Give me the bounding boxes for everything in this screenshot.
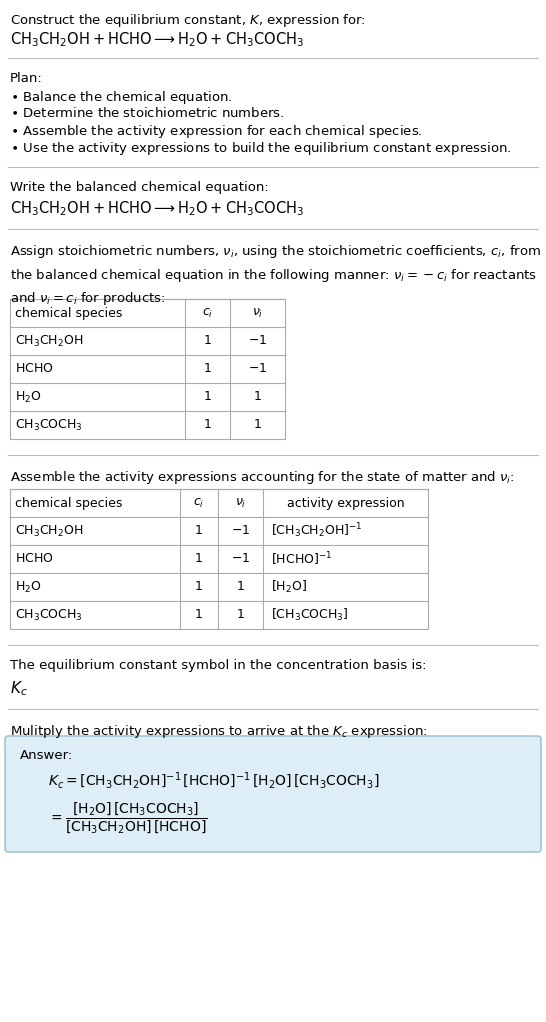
Text: $\mathrm{H_2O}$: $\mathrm{H_2O}$: [15, 579, 41, 595]
Text: $-1$: $-1$: [231, 553, 250, 565]
Text: $c_i$: $c_i$: [202, 307, 213, 320]
Text: $c_i$: $c_i$: [193, 497, 205, 510]
Text: $\nu_i$: $\nu_i$: [252, 307, 263, 320]
Text: $-1$: $-1$: [248, 334, 267, 347]
Text: $[\mathrm{HCHO}]^{-1}$: $[\mathrm{HCHO}]^{-1}$: [271, 550, 333, 568]
Text: activity expression: activity expression: [287, 497, 404, 510]
Text: $\mathrm{HCHO}$: $\mathrm{HCHO}$: [15, 553, 54, 565]
Text: Answer:: Answer:: [20, 749, 73, 762]
Text: $\bullet$ Use the activity expressions to build the equilibrium constant express: $\bullet$ Use the activity expressions t…: [10, 140, 512, 157]
Text: Assign stoichiometric numbers, $\nu_i$, using the stoichiometric coefficients, $: Assign stoichiometric numbers, $\nu_i$, …: [10, 243, 541, 308]
Text: Mulitply the activity expressions to arrive at the $K_c$ expression:: Mulitply the activity expressions to arr…: [10, 723, 428, 740]
Text: $\mathrm{HCHO}$: $\mathrm{HCHO}$: [15, 363, 54, 375]
Text: $= \dfrac{[\mathrm{H_2O}]\,[\mathrm{CH_3COCH_3}]}{[\mathrm{CH_3CH_2OH}]\,[\mathr: $= \dfrac{[\mathrm{H_2O}]\,[\mathrm{CH_3…: [48, 801, 207, 836]
Text: 1: 1: [236, 608, 245, 621]
Text: $[\mathrm{CH_3CH_2OH}]^{-1}$: $[\mathrm{CH_3CH_2OH}]^{-1}$: [271, 521, 363, 541]
Text: 1: 1: [195, 553, 203, 565]
Bar: [10, 299, 285, 439]
Text: 1: 1: [204, 334, 211, 347]
FancyBboxPatch shape: [5, 736, 541, 852]
Text: 1: 1: [195, 580, 203, 594]
Text: Assemble the activity expressions accounting for the state of matter and $\nu_i$: Assemble the activity expressions accoun…: [10, 469, 515, 486]
Text: 1: 1: [204, 363, 211, 375]
Text: $\bullet$ Balance the chemical equation.: $\bullet$ Balance the chemical equation.: [10, 89, 233, 106]
Text: $[\mathrm{CH_3COCH_3}]$: $[\mathrm{CH_3COCH_3}]$: [271, 607, 348, 623]
Text: $\nu_i$: $\nu_i$: [235, 497, 246, 510]
Text: Construct the equilibrium constant, $K$, expression for:: Construct the equilibrium constant, $K$,…: [10, 12, 366, 29]
Text: $K_c$: $K_c$: [10, 679, 28, 698]
Text: $\mathrm{CH_3COCH_3}$: $\mathrm{CH_3COCH_3}$: [15, 607, 83, 622]
Text: $\bullet$ Determine the stoichiometric numbers.: $\bullet$ Determine the stoichiometric n…: [10, 106, 284, 120]
Text: $K_c = [\mathrm{CH_3CH_2OH}]^{-1}\,[\mathrm{HCHO}]^{-1}\,[\mathrm{H_2O}]\,[\math: $K_c = [\mathrm{CH_3CH_2OH}]^{-1}\,[\mat…: [48, 771, 379, 791]
Text: chemical species: chemical species: [15, 307, 122, 320]
Text: $\mathrm{CH_3CH_2OH}$: $\mathrm{CH_3CH_2OH}$: [15, 523, 84, 539]
Text: $\bullet$ Assemble the activity expression for each chemical species.: $\bullet$ Assemble the activity expressi…: [10, 123, 423, 140]
Text: 1: 1: [204, 390, 211, 404]
Text: $\mathrm{CH_3COCH_3}$: $\mathrm{CH_3COCH_3}$: [15, 417, 83, 432]
Text: $\mathrm{H_2O}$: $\mathrm{H_2O}$: [15, 389, 41, 405]
Bar: [10, 489, 428, 629]
Text: 1: 1: [253, 418, 262, 431]
Text: 1: 1: [236, 580, 245, 594]
Text: The equilibrium constant symbol in the concentration basis is:: The equilibrium constant symbol in the c…: [10, 659, 426, 672]
Text: Plan:: Plan:: [10, 72, 43, 85]
Text: 1: 1: [253, 390, 262, 404]
Text: $[\mathrm{H_2O}]$: $[\mathrm{H_2O}]$: [271, 578, 307, 595]
Text: chemical species: chemical species: [15, 497, 122, 510]
Text: 1: 1: [204, 418, 211, 431]
Text: $\mathrm{CH_3CH_2OH + HCHO} \longrightarrow \mathrm{H_2O + CH_3COCH_3}$: $\mathrm{CH_3CH_2OH + HCHO} \longrightar…: [10, 199, 304, 218]
Text: $\mathrm{CH_3CH_2OH + HCHO} \longrightarrow \mathrm{H_2O + CH_3COCH_3}$: $\mathrm{CH_3CH_2OH + HCHO} \longrightar…: [10, 30, 304, 49]
Text: Write the balanced chemical equation:: Write the balanced chemical equation:: [10, 181, 269, 194]
Text: 1: 1: [195, 524, 203, 538]
Text: 1: 1: [195, 608, 203, 621]
Text: $\mathrm{CH_3CH_2OH}$: $\mathrm{CH_3CH_2OH}$: [15, 333, 84, 349]
Text: $-1$: $-1$: [248, 363, 267, 375]
Text: $-1$: $-1$: [231, 524, 250, 538]
